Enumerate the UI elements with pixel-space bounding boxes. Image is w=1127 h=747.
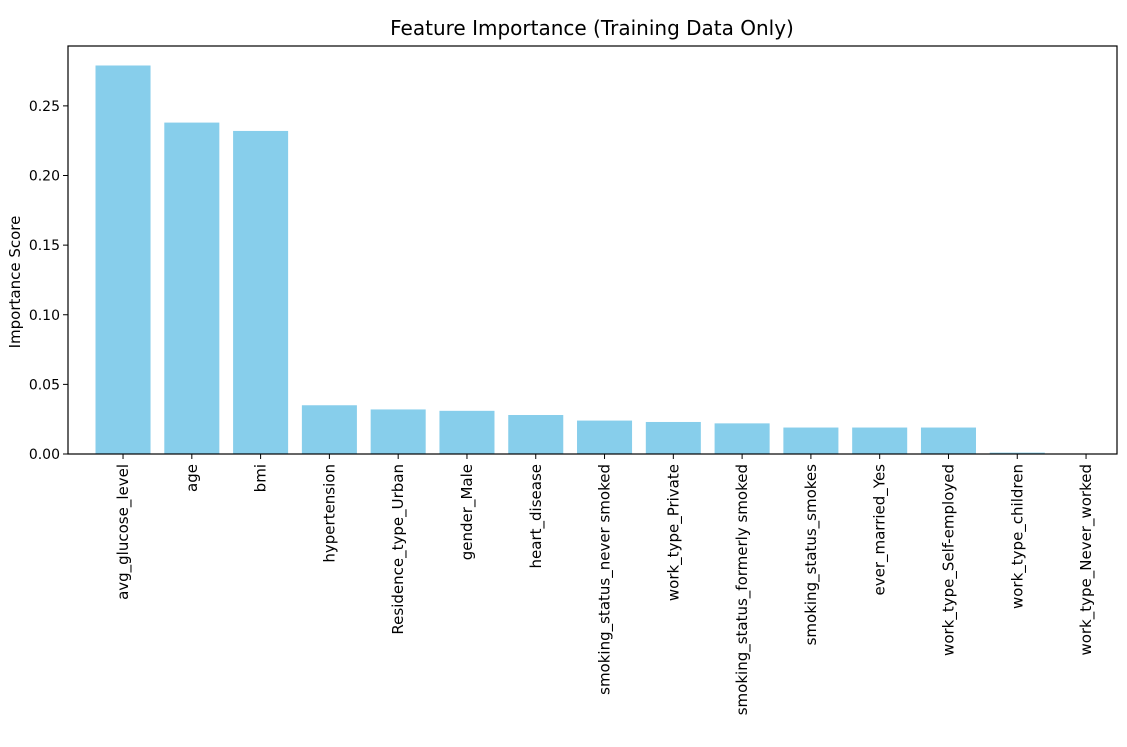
x-tick-label: work_type_children [1008, 464, 1027, 609]
y-tick-label: 0.00 [29, 447, 60, 463]
bar-smoking-status-formerly-smoked [714, 423, 770, 454]
bar-bmi [233, 130, 289, 454]
chart-title: Feature Importance (Training Data Only) [390, 16, 794, 40]
x-tick-label: work_type_Private [664, 464, 683, 601]
x-tick-label: smoking_status_never smoked [596, 464, 615, 695]
y-tick-label: 0.05 [29, 377, 60, 393]
x-tick-label: smoking_status_formerly smoked [733, 464, 752, 715]
y-tick-label: 0.15 [29, 238, 60, 254]
bar-work-type-self-employed [920, 427, 976, 454]
x-tick-label: work_type_Never_worked [1077, 464, 1096, 656]
x-tick-label: heart_disease [527, 464, 546, 568]
bar-work-type-private [645, 421, 701, 454]
bar-ever-married-yes [852, 427, 908, 454]
y-tick-label: 0.20 [29, 169, 60, 185]
x-tick-label: Residence_type_Urban [389, 464, 408, 635]
bar-avg-glucose-level [95, 65, 151, 455]
y-tick-label: 0.25 [29, 99, 60, 115]
x-tick-label: bmi [252, 464, 270, 492]
x-axis-ticks: avg_glucose_level age bmi hypertension Resid… [114, 454, 1096, 715]
bars-group [95, 65, 1114, 455]
y-axis-label: Importance Score [6, 216, 24, 349]
x-tick-label: work_type_Self-employed [939, 464, 958, 656]
y-tick-label: 0.10 [29, 308, 60, 324]
bar-hypertension [301, 405, 357, 454]
x-tick-label: smoking_status_smokes [802, 464, 821, 646]
x-tick-label: gender_Male [458, 464, 477, 560]
x-tick-label: hypertension [320, 464, 338, 563]
axes-frame [67, 45, 1118, 455]
y-axis-ticks: 0.00 0.05 0.10 0.15 0.20 0.25 [29, 99, 68, 463]
bar-work-type-children [989, 452, 1045, 454]
bar-heart-disease [508, 415, 564, 454]
bar-gender-male [439, 410, 495, 454]
x-tick-label: age [183, 464, 201, 492]
x-tick-label: avg_glucose_level [114, 464, 133, 600]
x-tick-label: ever_married_Yes [871, 464, 890, 596]
bar-smoking-status-never-smoked [577, 420, 633, 454]
bar-residence-type-urban [370, 409, 426, 454]
bar-smoking-status-smokes [783, 427, 839, 454]
bar-age [164, 122, 220, 454]
